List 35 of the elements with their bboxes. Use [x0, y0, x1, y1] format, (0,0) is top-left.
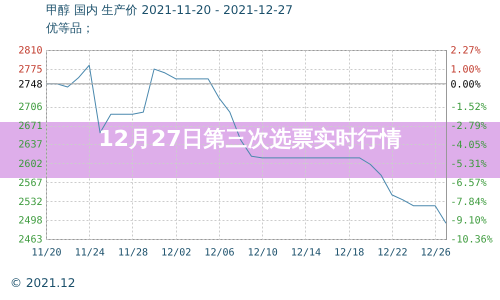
y-tick-label: 2602	[18, 158, 42, 170]
y2-tick-label: -6.57%	[450, 178, 487, 189]
x-tick-label: 11/24	[74, 248, 105, 258]
x-tick-label: 12/22	[377, 248, 408, 258]
text: © 2021.12	[10, 276, 76, 290]
x-tick-label: 12/14	[290, 248, 322, 258]
y-tick-label: 2463	[18, 234, 42, 246]
y-tick-label: 2748	[18, 79, 42, 90]
y-tick-label: 2706	[18, 102, 42, 114]
x-tick-label: 12/18	[334, 248, 364, 258]
y-tick-label: 2567	[18, 178, 42, 189]
chart-subtitle: 优等品；	[46, 21, 94, 35]
y-tick-label: 2498	[18, 215, 42, 226]
y-tick-label: 2671	[18, 121, 42, 132]
y-tick-label: 2637	[18, 140, 42, 151]
chart-title: 甲醇 国内 生产价 2021-11-20 - 2021-12-27	[46, 3, 293, 17]
y2-tick-label: -10.36%	[450, 234, 493, 246]
y2-tick-label: -9.10%	[450, 216, 487, 227]
y-tick-label: 2775	[18, 64, 42, 76]
x-tick-label: 12/02	[161, 248, 192, 258]
x-tick-label: 12/06	[204, 248, 235, 258]
x-tick-label: 11/20	[31, 248, 62, 258]
x-tick-label: 12/10	[248, 248, 278, 258]
y2-tick-label: -7.84%	[450, 196, 487, 208]
y2-tick-label: -2.79%	[450, 121, 487, 132]
y2-tick-label: -4.05%	[450, 140, 487, 152]
x-tick-label: 11/28	[118, 248, 148, 258]
y2-tick-label: 2.27%	[450, 46, 481, 56]
y2-tick-label: -5.31%	[450, 158, 487, 170]
y-tick-label: 2810	[18, 46, 42, 56]
x-tick-label: 12/26	[420, 248, 451, 258]
y2-tick-label: 0.00%	[450, 79, 481, 90]
y2-tick-label: -1.52%	[450, 102, 487, 114]
y-tick-label: 2532	[18, 196, 42, 208]
y2-tick-label: 1.00%	[450, 64, 481, 76]
